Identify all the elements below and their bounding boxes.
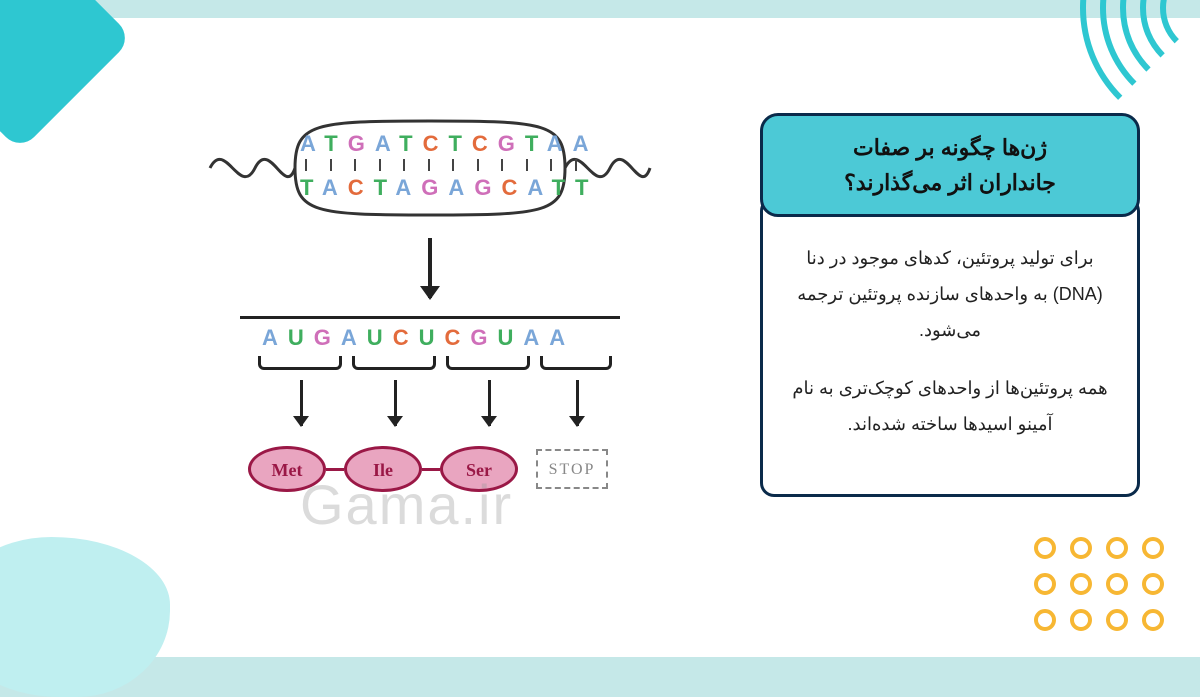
codon-brackets xyxy=(240,356,620,374)
amino-acid: Met xyxy=(248,446,326,492)
base-pair-ticks xyxy=(305,159,577,171)
mrna-strand: AUGAUCUCGUAA xyxy=(240,316,620,356)
card-title-line2: جانداران اثر می‌گذارند؟ xyxy=(781,165,1119,200)
card-paragraph-2: همه پروتئین‌ها از واحدهای کوچک‌تری به نا… xyxy=(785,370,1115,442)
card-body: برای تولید پروتئین، کدهای موجود در دنا (… xyxy=(760,197,1140,497)
amino-acid-chain: Met Ile Ser STOP xyxy=(230,446,630,506)
decor-diamond xyxy=(0,0,133,151)
arrow-dna-to-rna xyxy=(428,238,432,298)
dna-top-strand: ATGATCTCGTAA xyxy=(300,131,599,157)
card-title: ژن‌ها چگونه بر صفات جانداران اثر می‌گذار… xyxy=(760,113,1140,217)
dna-double-strand: ATGATCTCGTAA TACTAGAGCATT xyxy=(205,113,655,223)
translation-diagram: ATGATCTCGTAA TACTAGAGCATT AUGAUCUCGUAA M… xyxy=(150,113,710,573)
card-title-line1: ژن‌ها چگونه بر صفات xyxy=(781,130,1119,165)
decor-dots xyxy=(1034,537,1170,637)
mrna-sequence: AUGAUCUCGUAA xyxy=(262,325,575,351)
stop-codon: STOP xyxy=(536,449,608,489)
info-card: ژن‌ها چگونه بر صفات جانداران اثر می‌گذار… xyxy=(760,113,1140,497)
codon-arrows xyxy=(240,380,620,440)
amino-acid: Ser xyxy=(440,446,518,492)
amino-acid: Ile xyxy=(344,446,422,492)
decor-blob xyxy=(0,537,170,697)
slide: ژن‌ها چگونه بر صفات جانداران اثر می‌گذار… xyxy=(0,18,1200,657)
card-paragraph-1: برای تولید پروتئین، کدهای موجود در دنا (… xyxy=(785,240,1115,348)
dna-bottom-strand: TACTAGAGCATT xyxy=(300,175,599,201)
